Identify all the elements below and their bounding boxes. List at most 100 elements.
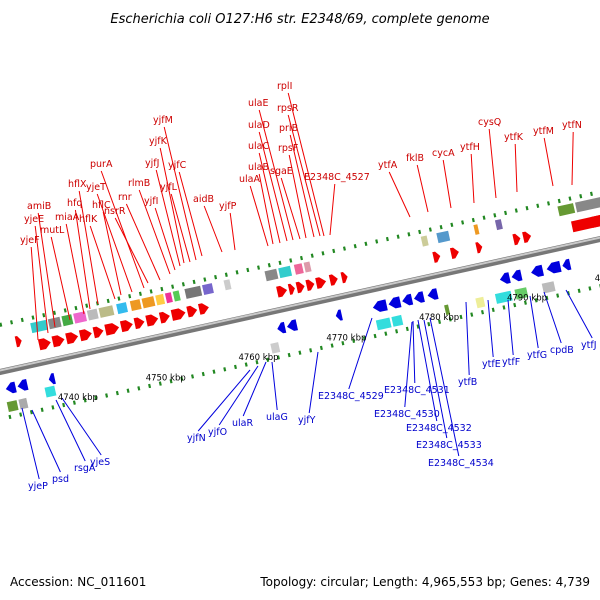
gene-label-yjfl[interactable]: yjfL [160, 182, 178, 193]
gene-label-ytfm[interactable]: ytfM [533, 126, 554, 137]
gene-label-yjfy[interactable]: yjfY [298, 415, 316, 426]
gene-label-yjfp[interactable]: yjfP [219, 201, 237, 212]
scale-tick [203, 277, 207, 282]
gene-label-ulac[interactable]: ulaC [248, 141, 269, 152]
gene-label-yjfc[interactable]: yjfC [168, 160, 187, 171]
kbp-label: 4750 kbp [146, 373, 186, 383]
gene-label-rpli[interactable]: rplI [277, 81, 292, 92]
gene-label-e2348c_4530[interactable]: E2348C_4530 [374, 409, 440, 420]
gene-label-e2348c_4529[interactable]: E2348C_4529 [318, 391, 384, 402]
gene-label-ulae[interactable]: ulaE [248, 98, 268, 109]
gene-label-pura[interactable]: purA [90, 159, 113, 170]
gene-label-yjet[interactable]: yjeT [86, 182, 106, 193]
gene-label-ytfe[interactable]: ytfE [482, 359, 501, 370]
gene-label-sgae[interactable]: sgaE [270, 166, 293, 177]
reverse-gene-13 [511, 269, 523, 282]
gene-label-rnr[interactable]: rnr [118, 192, 132, 203]
gene-label-yjfi[interactable]: yjfI [144, 196, 158, 207]
gene-label-ulab[interactable]: ulaB [248, 162, 269, 173]
scale-tick [568, 196, 572, 201]
gene-label-rsga[interactable]: rsgA [74, 463, 96, 474]
gene-label-hfq[interactable]: hfq [67, 198, 82, 209]
gene-label-mutl[interactable]: mutL [40, 225, 65, 236]
gene-label-ytff[interactable]: ytfF [502, 357, 520, 368]
scale-tick [310, 253, 314, 258]
accession-label: Accession: NC_011601 [10, 575, 146, 589]
gene-label-e2348c_4533[interactable]: E2348C_4533 [416, 440, 482, 451]
gene-label-hflk[interactable]: hflK [79, 214, 98, 225]
gene-label-yjef[interactable]: yjeF [20, 235, 40, 246]
annotation-block-24 [557, 203, 576, 217]
scale-tick [330, 343, 334, 348]
gene-label-amib[interactable]: amiB [27, 201, 51, 212]
annotation-block-5 [86, 308, 99, 321]
gene-label-yjee[interactable]: yjeE [24, 214, 44, 225]
kbp-label: 4740 kbp [58, 393, 98, 403]
gene-label-fklb[interactable]: fklB [406, 153, 424, 164]
leader-line [138, 189, 171, 275]
annotation-block-36 [541, 281, 556, 294]
gene-label-yjes[interactable]: yjeS [90, 457, 110, 468]
scale-tick [169, 379, 173, 384]
gene-label-prib[interactable]: priB [279, 123, 298, 134]
leader-line [412, 320, 416, 384]
gene-label-yjfm[interactable]: yjfM [153, 115, 173, 126]
scale-tick [589, 191, 593, 197]
gene-label-hflx[interactable]: hflX [68, 179, 87, 190]
reverse-gene-12 [499, 272, 511, 284]
forward-gene-10 [145, 314, 159, 327]
reverse-gene-7 [372, 299, 388, 312]
scale-tick [138, 291, 142, 296]
gene-label-ytfj[interactable]: ytfJ [581, 340, 597, 351]
gene-label-yjfk[interactable]: yjfK [149, 136, 168, 147]
gene-label-ytfg[interactable]: ytfG [527, 350, 547, 361]
gene-label-yjfj[interactable]: yjfJ [145, 158, 159, 169]
gene-label-yjfo[interactable]: yjfO [208, 427, 227, 438]
scale-tick [137, 386, 141, 391]
gene-label-ulag[interactable]: ulaG [266, 412, 288, 423]
gene-label-rpsr[interactable]: rpsR [277, 103, 299, 114]
gene-label-e2348c_4531[interactable]: E2348C_4531 [384, 385, 450, 396]
gene-label-ular[interactable]: ulaR [232, 418, 253, 429]
leader-line [280, 177, 301, 240]
annotation-block-33 [475, 296, 486, 309]
gene-label-nsrr[interactable]: nsrR [104, 206, 126, 217]
gene-label-cpdb[interactable]: cpdB [550, 345, 574, 356]
leader-line [30, 246, 39, 341]
gene-label-ulad[interactable]: ulaD [248, 120, 270, 131]
scale-tick [448, 317, 452, 322]
leader-line [50, 236, 71, 321]
gene-label-ytfn[interactable]: ytfN [562, 120, 582, 131]
gene-label-rlmb[interactable]: rlmB [128, 178, 150, 189]
gene-label-e2348c_4527[interactable]: E2348C_4527 [304, 172, 370, 183]
scale-tick [74, 305, 78, 311]
gene-label-ytfh[interactable]: ytfH [460, 142, 480, 153]
leader-line [308, 351, 319, 414]
gene-label-hflc[interactable]: hflC [92, 200, 111, 211]
scale-tick [407, 232, 411, 237]
gene-label-e2348c_4532[interactable]: E2348C_4532 [406, 423, 472, 434]
scale-tick [418, 229, 422, 235]
gene-label-cyca[interactable]: cycA [432, 148, 455, 159]
gene-label-psd[interactable]: psd [52, 474, 69, 485]
gene-label-rpsf[interactable]: rpsF [278, 143, 298, 154]
gene-label-ytfa[interactable]: ytfA [378, 160, 398, 171]
scale-tick [513, 302, 517, 308]
gene-label-cysq[interactable]: cysQ [478, 117, 501, 128]
gene-label-miaa[interactable]: miaA [55, 212, 80, 223]
gene-label-ytfk[interactable]: ytfK [504, 132, 524, 143]
gene-label-ulaa[interactable]: ulaA [239, 174, 260, 185]
gene-label-yjep[interactable]: yjeP [28, 481, 48, 492]
leader-line [416, 164, 429, 213]
gene-label-aidb[interactable]: aidB [193, 194, 214, 205]
leader-line [507, 299, 514, 356]
leader-line [96, 193, 133, 293]
forward-gene-26 [522, 231, 532, 243]
gene-label-ytfb[interactable]: ytfB [458, 377, 477, 388]
leader-line [203, 205, 223, 253]
gene-label-e2348c_4534[interactable]: E2348C_4534 [428, 458, 494, 469]
scale-tick [439, 224, 443, 230]
scale-tick [233, 364, 237, 370]
gene-label-yjfn[interactable]: yjfN [187, 433, 206, 444]
scale-tick [128, 293, 132, 299]
